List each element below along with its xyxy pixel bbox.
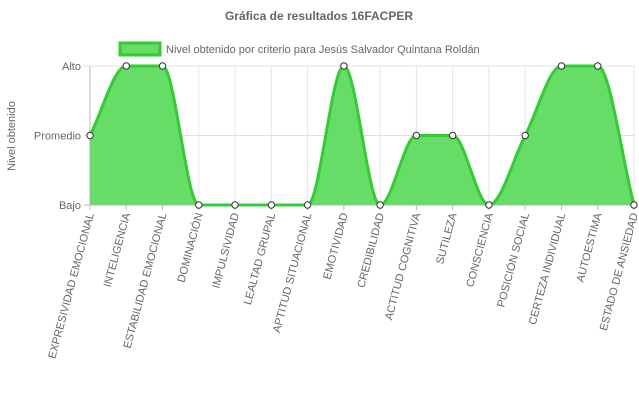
data-point[interactable] bbox=[231, 201, 239, 209]
data-point[interactable] bbox=[267, 201, 276, 209]
x-tick-label: ESTADO DE ANSIEDAD bbox=[598, 212, 639, 332]
data-point[interactable] bbox=[376, 201, 384, 209]
x-axis: EXPRESIVIDAD EMOCIONAL INTELIGENCIAESTABI… bbox=[46, 211, 639, 360]
x-tick-label: LEALTAD GRUPAL bbox=[242, 212, 278, 307]
x-tick-label: EMOTIVIDAD bbox=[321, 212, 350, 281]
legend[interactable]: Nivel obtenido por criterio para Jesús S… bbox=[118, 41, 480, 57]
x-tick-label: CREDIBILIDAD bbox=[356, 212, 388, 290]
x-tick-label: CONSCIENCIA bbox=[464, 211, 496, 289]
x-tick-label: EXPRESIVIDAD EMOCIONAL bbox=[46, 212, 97, 360]
data-point[interactable] bbox=[448, 131, 457, 140]
x-tick-label: POSICIÓN SOCIAL bbox=[494, 211, 532, 308]
x-tick-label: IMPULSIVIDAD bbox=[210, 212, 242, 290]
data-point[interactable] bbox=[340, 62, 348, 70]
data-point[interactable] bbox=[557, 62, 566, 70]
chart-title: Gráfica de resultados 16FACPER bbox=[225, 9, 413, 23]
x-tick-label: ACTITUD COGNITIVA bbox=[383, 211, 423, 321]
x-tick-label: CERTEZA INDIVIDUAL bbox=[527, 212, 568, 327]
y-tick-label: Promedio bbox=[34, 131, 81, 143]
legend-swatch bbox=[118, 41, 162, 57]
data-point[interactable] bbox=[485, 201, 493, 209]
series-line bbox=[88, 64, 636, 207]
legend-label: Nivel obtenido por criterio para Jesús S… bbox=[166, 44, 480, 56]
data-point[interactable] bbox=[303, 201, 312, 209]
y-tick-label: Alto bbox=[62, 61, 81, 73]
x-tick-label: INTELIGENCIA bbox=[102, 211, 134, 289]
data-point[interactable] bbox=[122, 62, 130, 70]
y-tick-label: Bajo bbox=[59, 200, 81, 212]
x-tick-label: SUTILEZA bbox=[434, 211, 459, 266]
data-point[interactable] bbox=[521, 131, 529, 140]
y-axis-title: Nivel obtenido bbox=[6, 101, 18, 171]
data-point[interactable] bbox=[86, 131, 94, 140]
plot-area bbox=[86, 62, 638, 209]
x-tick-label: AUTOESTIMA bbox=[575, 211, 605, 284]
data-point[interactable] bbox=[594, 62, 602, 70]
x-tick-label: ESTABILIDAD EMOCIONAL bbox=[122, 212, 170, 350]
data-point[interactable] bbox=[630, 201, 638, 209]
x-tick-label: DOMINACIÓN bbox=[175, 211, 206, 283]
x-tick-label: APTITUD SITUACIONAL bbox=[271, 212, 315, 334]
data-point[interactable] bbox=[412, 131, 421, 140]
data-point[interactable] bbox=[195, 201, 203, 209]
y-axis: Bajo Promedio Alto bbox=[34, 61, 81, 212]
data-point[interactable] bbox=[158, 62, 167, 70]
